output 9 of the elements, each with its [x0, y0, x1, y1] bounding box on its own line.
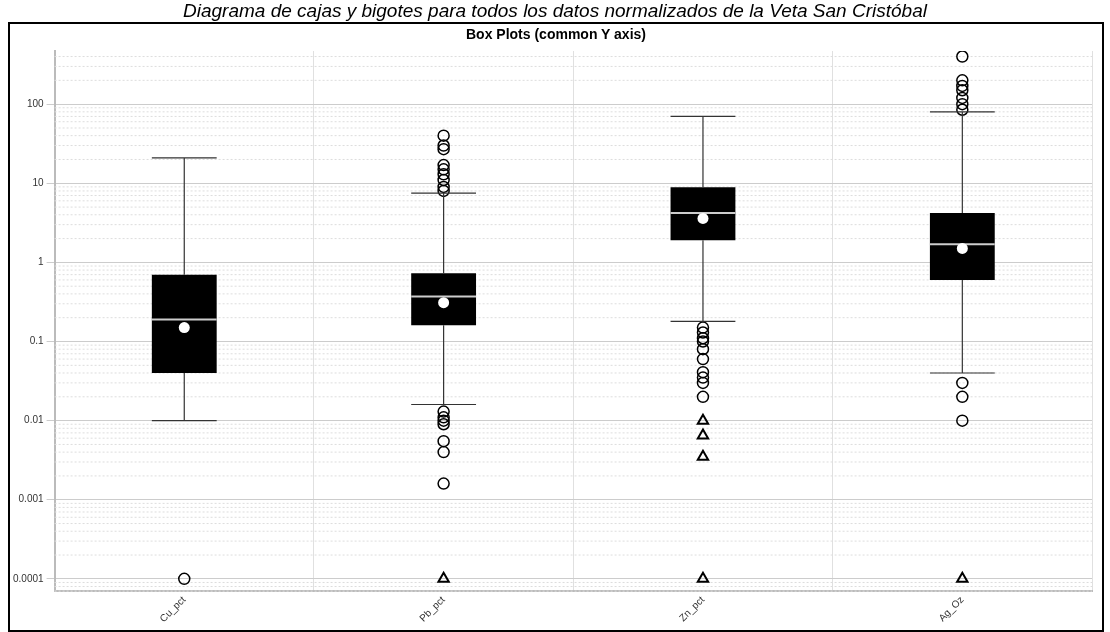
y-tick-label: 1: [38, 256, 45, 268]
y-tick-label: 0.0001: [12, 572, 45, 584]
chart-subtitle: Box Plots (common Y axis): [465, 26, 647, 42]
y-tick-label: 100: [26, 97, 45, 109]
y-tick-label: 0.1: [29, 335, 45, 347]
y-tick-label: 0.01: [24, 414, 45, 426]
y-tick-label: 10: [32, 177, 45, 189]
y-tick-label: 0.001: [18, 493, 45, 505]
chart-title: Diagrama de cajas y bigotes para todos los datos normalizados de la Veta San Cristóbal: [182, 0, 929, 22]
